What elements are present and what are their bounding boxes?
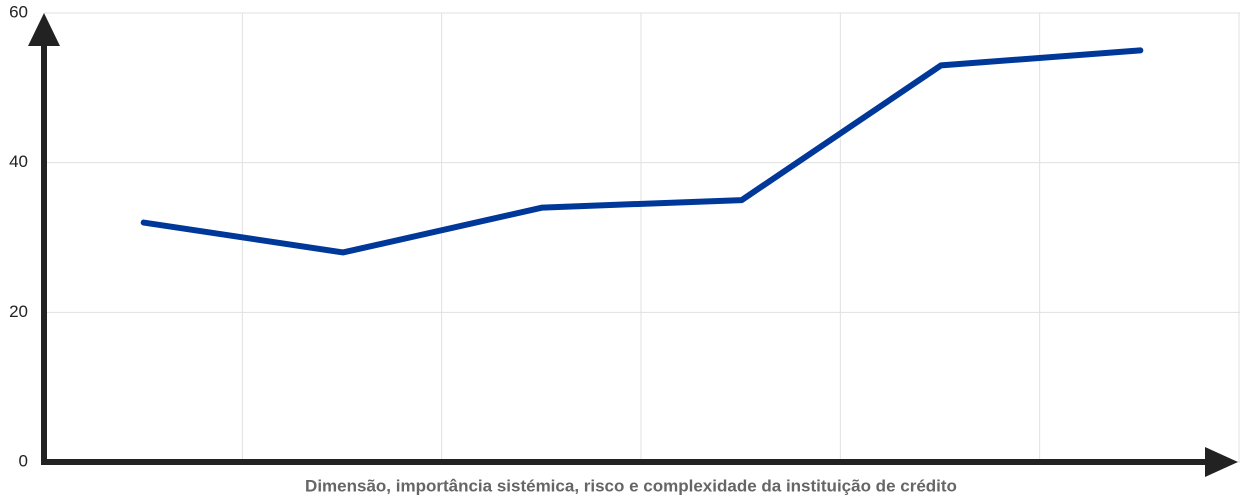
x-axis-arrow [1205, 447, 1238, 477]
y-tick-label: 60 [9, 2, 28, 21]
line-series [140, 47, 1144, 256]
y-tick-label: 40 [9, 152, 28, 171]
y-tick-label: 0 [19, 451, 28, 470]
y-axis-arrow [28, 13, 60, 46]
x-axis-label: Dimensão, importância sistémica, risco e… [305, 476, 957, 495]
y-tick-label: 20 [9, 302, 28, 321]
